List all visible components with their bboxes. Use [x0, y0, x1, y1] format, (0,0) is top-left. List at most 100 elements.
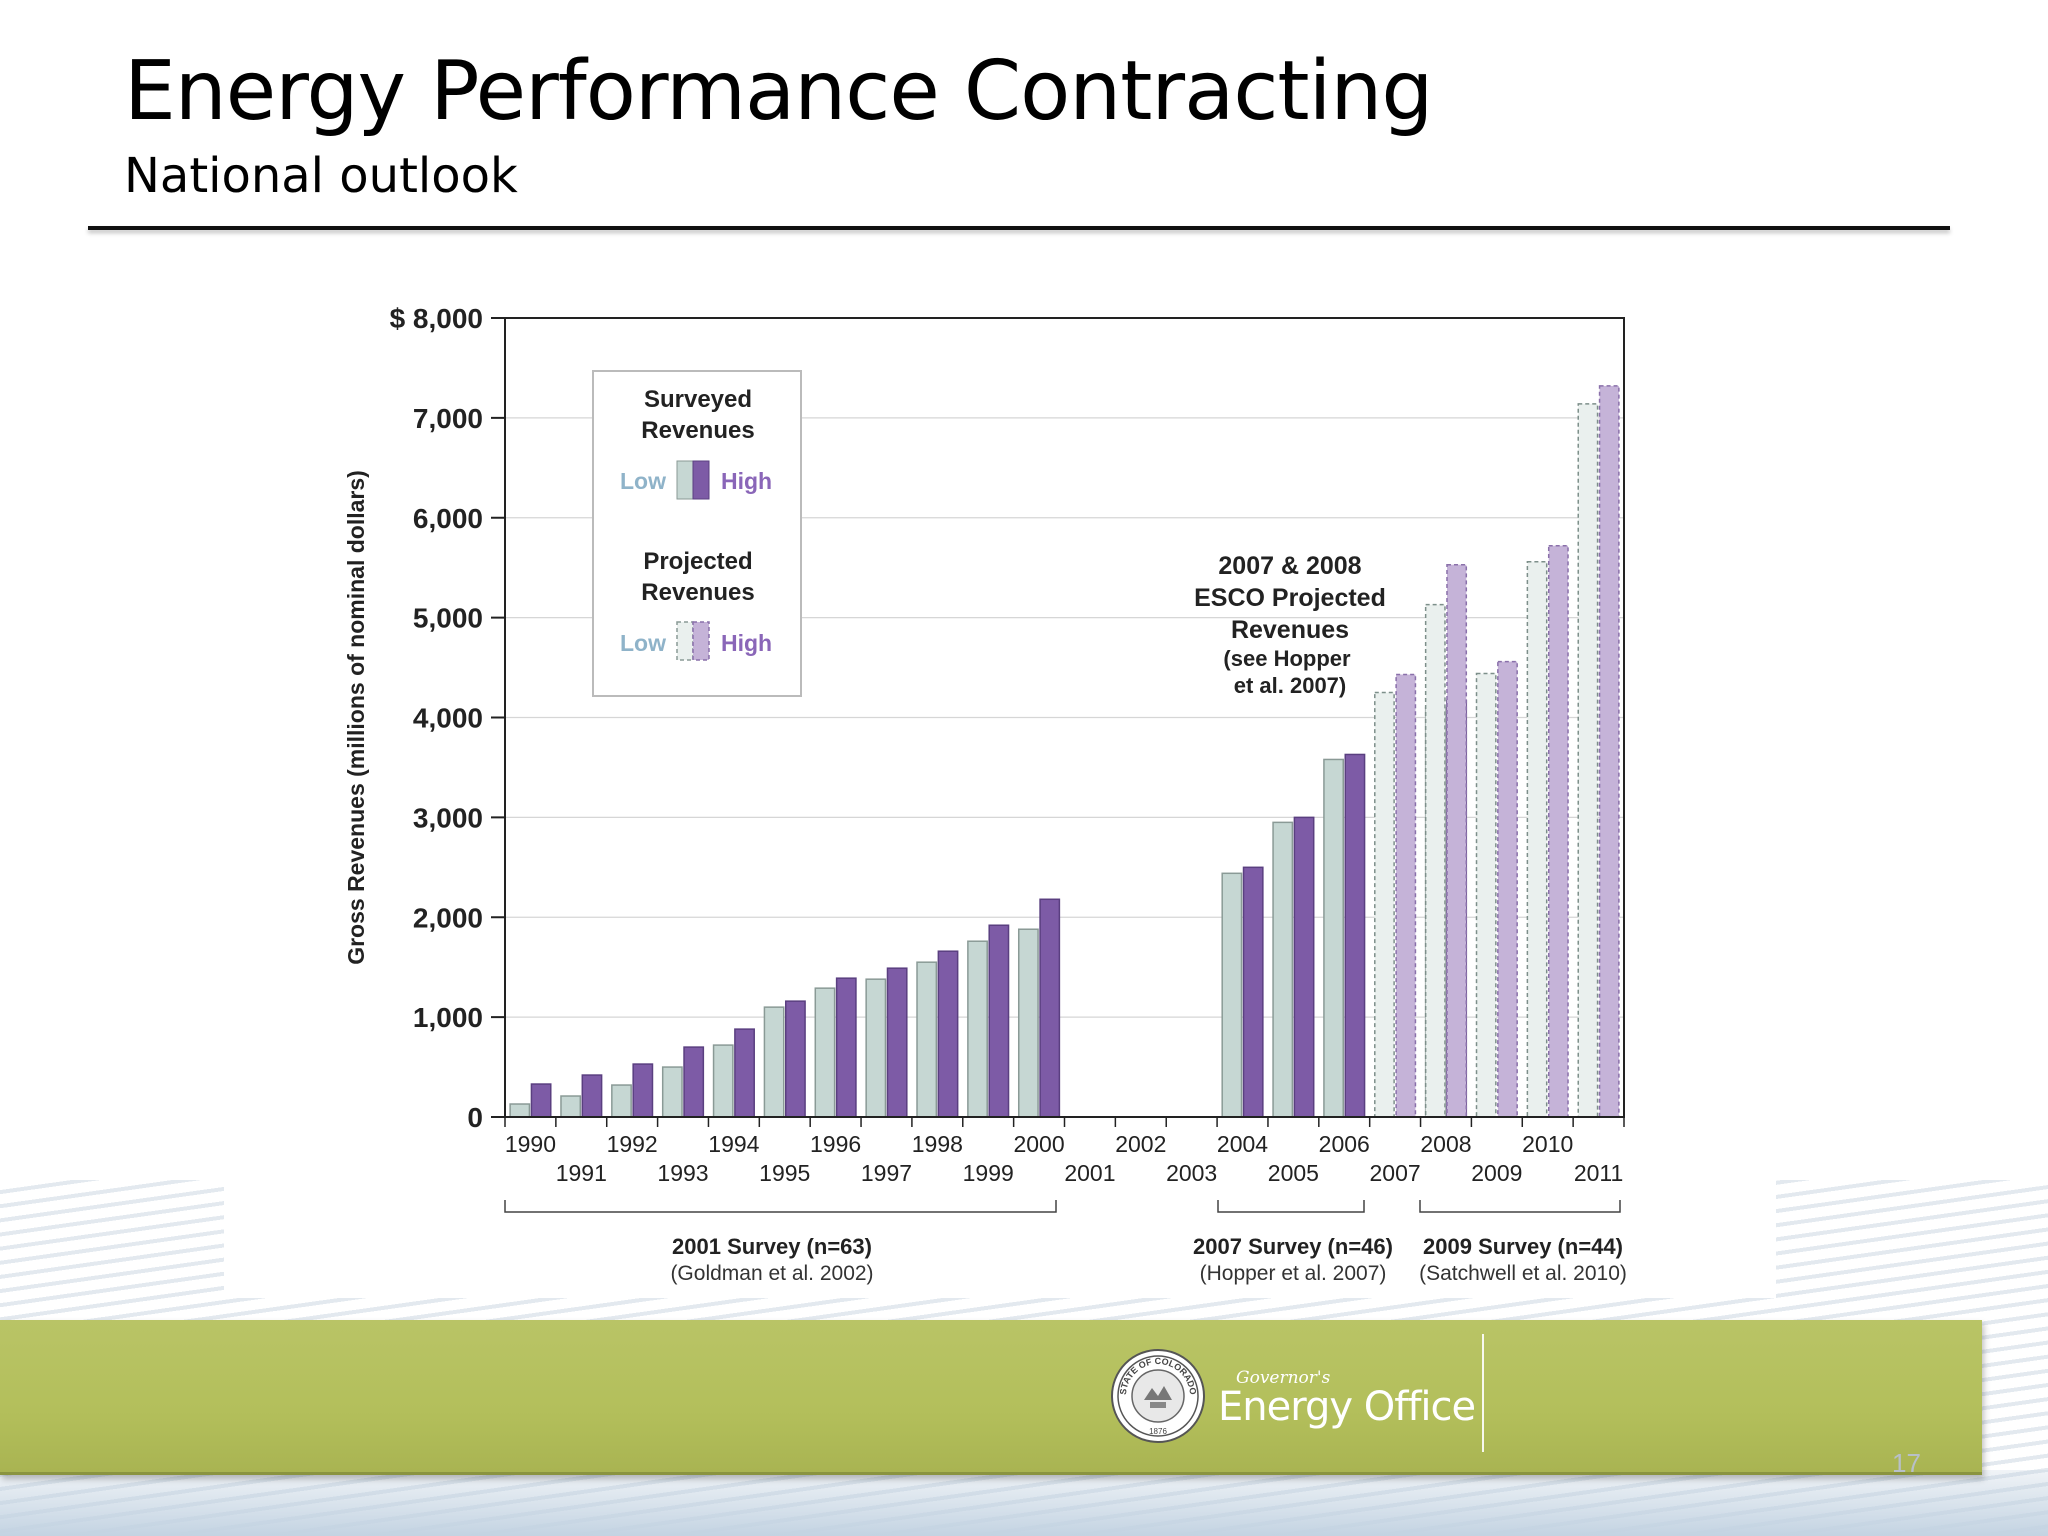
x-tick-label: 2001: [1064, 1160, 1115, 1186]
annotation-line-2: ESCO Projected: [1194, 584, 1386, 612]
legend-surveyed-low-swatch: [676, 460, 694, 500]
x-tick-label: 2000: [1013, 1131, 1064, 1157]
survey-2007-source: (Hopper et al. 2007): [1200, 1262, 1387, 1285]
legend-high-label: High: [721, 468, 772, 494]
x-tick-label: 2009: [1471, 1160, 1522, 1186]
x-tick-label: 2010: [1522, 1131, 1573, 1157]
y-tick-label: 5,000: [413, 603, 483, 634]
bar-projected-revenues-high-2007: [1395, 673, 1417, 1118]
bar-surveyed-revenues-low-1996: [814, 987, 836, 1118]
y-tick-label: 3,000: [413, 802, 483, 833]
bar-surveyed-revenues-low-1994: [712, 1044, 734, 1118]
y-tick-label: 6,000: [413, 503, 483, 534]
slide-title: Energy Performance Contracting: [124, 44, 1433, 139]
footer-banner: STATE OF COLORADO 1876 Governor's Energy…: [0, 1320, 1982, 1475]
legend-low-label: Low: [620, 468, 666, 494]
x-tick-label: 1997: [861, 1160, 912, 1186]
background-bottom-band: [0, 1470, 2048, 1536]
legend-projected-high-label: High: [721, 630, 772, 656]
x-tick-label: 1990: [505, 1131, 556, 1157]
y-axis-title: Gross Revenues (millions of nominal doll…: [343, 470, 369, 965]
bars: [509, 385, 1620, 1118]
bar-projected-revenues-low-2009: [1475, 672, 1497, 1118]
survey-2009-source: (Satchwell et al. 2010): [1419, 1262, 1627, 1285]
bar-surveyed-revenues-high-2000: [1039, 898, 1061, 1118]
survey-2001-source: (Goldman et al. 2002): [670, 1262, 873, 1285]
y-tick-label: $ 8,000: [390, 303, 483, 334]
bar-surveyed-revenues-high-1991: [581, 1074, 603, 1118]
seal-year: 1876: [1149, 1427, 1167, 1436]
y-tick-label: 4,000: [413, 703, 483, 734]
bar-surveyed-revenues-high-1990: [530, 1083, 552, 1118]
x-tick-label: 1994: [708, 1131, 759, 1157]
slide-subtitle: National outlook: [124, 148, 518, 204]
x-tick-label: 1993: [657, 1160, 708, 1186]
bar-surveyed-revenues-low-1995: [763, 1006, 785, 1118]
x-tick-label: 1991: [556, 1160, 607, 1186]
bar-surveyed-revenues-low-1993: [661, 1066, 683, 1118]
legend: Surveyed Revenues Low High Projected Rev…: [592, 370, 802, 697]
bar-surveyed-revenues-low-2004: [1221, 872, 1243, 1118]
y-tick-label: 0: [467, 1102, 483, 1133]
bar-projected-revenues-low-2007: [1374, 691, 1395, 1118]
x-tick-label: 1995: [759, 1160, 810, 1186]
bar-surveyed-revenues-low-1997: [865, 978, 887, 1118]
bar-surveyed-revenues-high-1998: [937, 950, 959, 1118]
bar-surveyed-revenues-high-1992: [632, 1063, 654, 1118]
survey-bracket-2007: [1217, 1200, 1365, 1213]
y-tick-label: 7,000: [413, 403, 483, 434]
bar-surveyed-revenues-high-1996: [835, 977, 857, 1118]
revenue-chart: $ 8,000 7,000 6,000 5,000 4,000 3,000 2,000 1,0…: [343, 303, 1627, 1285]
bar-surveyed-revenues-low-1998: [916, 961, 938, 1118]
x-tick-label: 2005: [1268, 1160, 1319, 1186]
x-tick-label: 2003: [1166, 1160, 1217, 1186]
bar-surveyed-revenues-high-2006: [1344, 753, 1366, 1118]
x-tick-label: 1996: [810, 1131, 861, 1157]
survey-bracket-2001: [504, 1200, 1057, 1213]
banner-divider: [1482, 1334, 1484, 1452]
bar-surveyed-revenues-high-2004: [1242, 866, 1264, 1118]
bar-surveyed-revenues-low-1992: [611, 1084, 632, 1118]
bar-projected-revenues-high-2009: [1497, 660, 1518, 1118]
chart-panel: [224, 278, 1776, 1298]
bar-surveyed-revenues-high-2005: [1293, 816, 1315, 1118]
bar-projected-revenues-low-2010: [1526, 560, 1548, 1118]
legend-surveyed-title-1: Surveyed: [644, 386, 752, 413]
bar-surveyed-revenues-high-1995: [785, 1000, 806, 1118]
annotation-line-1: 2007 & 2008: [1218, 552, 1361, 580]
x-tick-label: 2004: [1217, 1131, 1268, 1157]
logo-energy-office-text: Energy Office: [1218, 1384, 1476, 1430]
x-tick-label: 2008: [1420, 1131, 1471, 1157]
survey-bracket-2009: [1419, 1200, 1621, 1213]
x-tick-label: 1999: [963, 1160, 1014, 1186]
annotation-line-4: (see Hopper: [1223, 646, 1351, 671]
bar-surveyed-revenues-low-1991: [560, 1095, 582, 1118]
bar-surveyed-revenues-high-1999: [988, 924, 1010, 1118]
y-tick-label: 2,000: [413, 902, 483, 933]
legend-surveyed-title-2: Revenues: [641, 417, 754, 444]
survey-2001-title: 2001 Survey (n=63): [672, 1234, 872, 1259]
survey-2009-title: 2009 Survey (n=44): [1423, 1234, 1623, 1259]
bar-projected-revenues-low-2008: [1424, 603, 1446, 1118]
x-tick-label: 2002: [1115, 1131, 1166, 1157]
page-number: 17: [1892, 1448, 1921, 1478]
legend-projected-title-2: Revenues: [641, 579, 754, 606]
bar-projected-revenues-high-2010: [1547, 544, 1569, 1118]
legend-surveyed-high-swatch: [692, 460, 710, 500]
annotation-line-5: et al. 2007): [1234, 673, 1347, 698]
bar-projected-revenues-low-2011: [1577, 403, 1599, 1118]
bar-projected-revenues-high-2011: [1598, 385, 1620, 1118]
x-tick-label: 1998: [912, 1131, 963, 1157]
x-tick-label: 1992: [607, 1131, 658, 1157]
legend-projected-low-swatch: [676, 621, 694, 661]
bar-surveyed-revenues-high-1993: [683, 1046, 705, 1118]
annotation-line-3: Revenues: [1231, 616, 1349, 644]
survey-brackets: 2001 Survey (n=63) (Goldman et al. 2002)…: [504, 1200, 1627, 1285]
x-tick-label: 2006: [1319, 1131, 1370, 1157]
bar-surveyed-revenues-low-2006: [1323, 758, 1345, 1118]
bar-surveyed-revenues-high-1997: [886, 967, 908, 1118]
bar-surveyed-revenues-high-1994: [734, 1028, 755, 1118]
title-divider: [88, 226, 1950, 230]
x-tick-label: 2007: [1370, 1160, 1421, 1186]
bar-surveyed-revenues-low-2005: [1272, 821, 1294, 1118]
